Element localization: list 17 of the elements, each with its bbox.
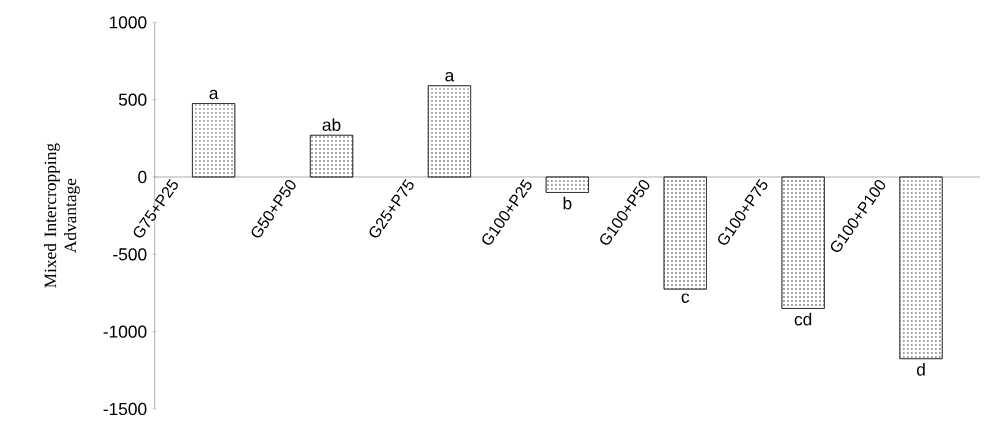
y-tick-label: -1000 bbox=[103, 325, 147, 338]
annotation: d bbox=[916, 362, 925, 376]
bar bbox=[545, 176, 589, 193]
annotation: c bbox=[681, 293, 690, 303]
bar bbox=[781, 176, 825, 309]
bar bbox=[663, 176, 707, 290]
annotation: ab bbox=[322, 118, 341, 131]
annotation: b bbox=[563, 196, 572, 210]
bar bbox=[310, 134, 354, 178]
annotation: cd bbox=[794, 312, 812, 326]
annotation: a bbox=[209, 89, 219, 100]
y-axis-title: Mixed Intercropping Advantage bbox=[44, 143, 80, 288]
y-tick-label: 500 bbox=[118, 93, 147, 106]
y-tick-label: -500 bbox=[113, 248, 147, 261]
annotation: a bbox=[445, 71, 455, 82]
y-tick-label: 1000 bbox=[109, 16, 147, 29]
y-tick-label: -1500 bbox=[103, 402, 147, 416]
